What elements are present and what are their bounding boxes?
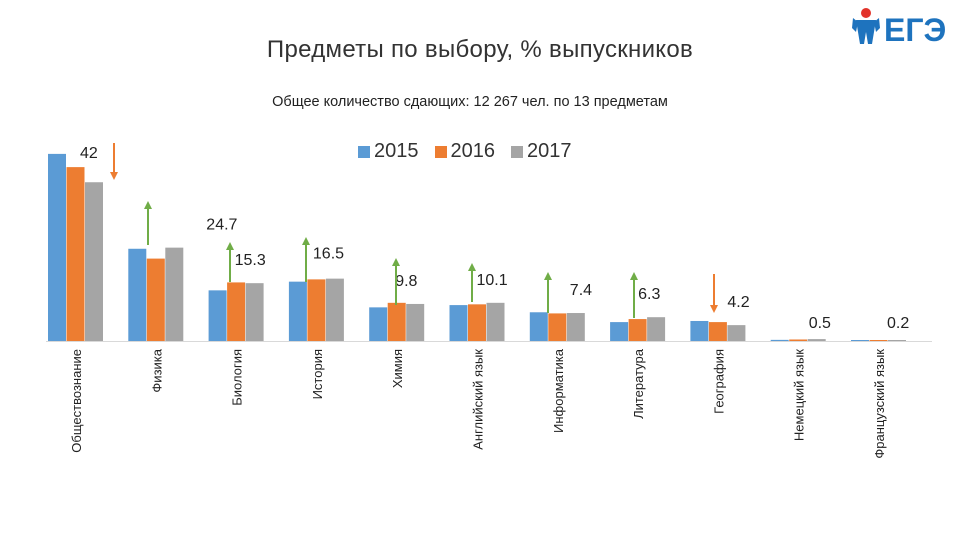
legend-label-2015: 2015 [374, 140, 419, 162]
bar-2016-8 [708, 322, 727, 341]
bar-2015-4 [369, 307, 388, 341]
category-label-2: Биология [230, 349, 245, 406]
logo-text: ЕГЭ [884, 12, 946, 48]
data-label-3: 16.5 [313, 246, 344, 263]
bar-2015-10 [851, 340, 869, 341]
legend-label-2016: 2016 [450, 140, 496, 162]
category-label-1: Физика [149, 348, 164, 392]
bar-2016-9 [789, 339, 808, 341]
bar-2015-0 [48, 153, 66, 341]
legend-item-2015: 2015 [358, 140, 419, 163]
data-label-8: 4.2 [727, 294, 749, 311]
legend-item-2016: 2016 [434, 140, 496, 163]
bar-2015-5 [449, 305, 468, 341]
bar-2016-10 [869, 340, 888, 341]
bar-2016-1 [146, 258, 165, 341]
data-label-1: 24.7 [206, 217, 237, 234]
bar-2017-0 [85, 182, 103, 341]
bar-2016-4 [387, 302, 406, 341]
trend-arrow-head-6 [544, 272, 552, 280]
bar-2015-8 [690, 320, 709, 341]
legend-label-2017: 2017 [527, 140, 572, 162]
trend-arrow-head-2 [226, 242, 234, 250]
bar-2017-9 [807, 339, 826, 341]
bar-2016-5 [468, 304, 486, 341]
category-label-4: Химия [390, 349, 405, 388]
trend-arrow-head-7 [630, 272, 638, 280]
bar-2016-6 [548, 313, 567, 341]
trend-arrow-head-1 [144, 201, 152, 209]
legend-swatch-2015 [358, 145, 370, 158]
legend-item-2017: 2017 [511, 140, 572, 163]
category-label-9: Немецкий язык [792, 349, 807, 441]
bar-2017-6 [566, 313, 585, 341]
data-label-0: 42 [80, 145, 98, 162]
bar-2017-1 [165, 247, 184, 341]
category-label-5: Английский язык [471, 349, 486, 450]
data-label-4: 9.8 [395, 273, 417, 290]
bar-2017-2 [245, 283, 264, 341]
bar-2017-7 [647, 317, 666, 341]
chart-legend: 2015 2016 2017 [358, 140, 572, 163]
data-label-7: 6.3 [638, 286, 660, 303]
bar-2016-3 [307, 279, 326, 341]
bar-2015-2 [208, 290, 227, 341]
data-label-10: 0.2 [887, 315, 909, 332]
category-label-0: Обществознание [69, 349, 84, 453]
category-label-7: Литература [631, 348, 646, 419]
trend-arrow-head-3 [302, 237, 310, 245]
bar-2017-10 [888, 340, 906, 341]
category-label-8: География [711, 349, 726, 414]
bar-2016-0 [66, 167, 85, 341]
bar-2015-9 [770, 339, 789, 341]
bar-2015-1 [128, 248, 147, 341]
trend-arrow-head-4 [392, 258, 400, 266]
chart-subtitle: Общее количество сдающих: 12 267 чел. по… [272, 94, 668, 110]
category-label-3: История [310, 349, 325, 399]
chart-title: Предметы по выбору, % выпускников [266, 36, 694, 63]
category-label-10: Французский язык [872, 349, 887, 459]
bar-2016-2 [227, 282, 246, 341]
bar-2015-7 [610, 322, 629, 341]
data-label-9: 0.5 [809, 315, 831, 332]
bar-2015-3 [288, 281, 307, 341]
legend-swatch-2016 [434, 145, 447, 158]
legend-swatch-2017 [511, 145, 523, 158]
bar-2017-4 [406, 303, 425, 341]
bar-2015-6 [529, 312, 548, 341]
trend-arrow-head-8 [710, 305, 718, 313]
bar-2017-3 [325, 278, 344, 341]
trend-arrow-head-5 [468, 263, 476, 271]
trend-arrow-head-0 [110, 172, 118, 180]
bar-2016-7 [628, 319, 647, 341]
bar-2017-5 [486, 302, 505, 341]
data-label-5: 10.1 [477, 272, 508, 289]
ege-logo: ЕГЭ [852, 8, 946, 48]
data-label-6: 7.4 [570, 282, 592, 299]
category-label-6: Информатика [551, 348, 566, 433]
logo-figure-icon [852, 8, 880, 44]
bar-2017-8 [727, 325, 746, 341]
data-label-2: 15.3 [235, 252, 266, 269]
